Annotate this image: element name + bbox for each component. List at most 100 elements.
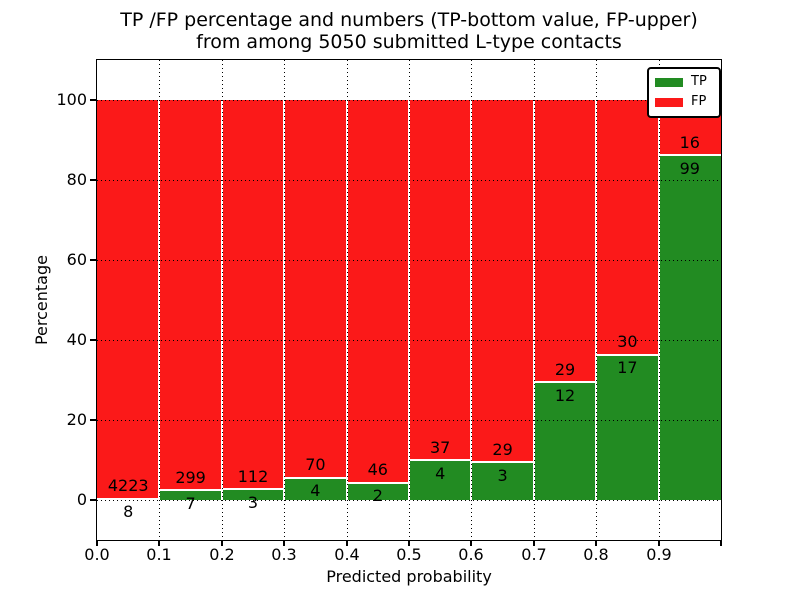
horizontal-gridline: [97, 420, 721, 421]
x-tick-mark: [283, 540, 285, 546]
y-tick-label: 100: [56, 90, 87, 109]
bar-tp-segment: [347, 483, 409, 500]
x-axis-label: Predicted probability: [326, 567, 492, 586]
fp-count-label: 30: [617, 332, 638, 352]
tp-count-label: 2: [372, 486, 383, 506]
bar-tp-segment: [534, 382, 596, 500]
bar-tp-segment: [471, 462, 534, 500]
bar-segment-edge: [659, 154, 721, 157]
y-tick-mark: [90, 99, 97, 101]
bar-segment-edge: [97, 497, 159, 500]
x-tick-label: 0.0: [84, 545, 110, 564]
fp-swatch-icon: [655, 97, 683, 107]
bar-segment-edge: [159, 489, 222, 492]
y-tick-mark: [90, 499, 97, 501]
bar-segment-edge: [284, 476, 347, 479]
bar-tp-segment: [284, 478, 347, 500]
bar-tp-segment: [659, 155, 721, 500]
bar-segment-edge: [222, 488, 284, 491]
fp-count-label: 299: [175, 467, 206, 487]
vertical-gridline: [471, 60, 472, 540]
x-tick-label: 0.7: [521, 545, 547, 564]
x-tick-label: 0.8: [583, 545, 609, 564]
tp-count-label: 4: [310, 481, 321, 501]
vertical-gridline: [409, 60, 410, 540]
y-tick-label: 40: [66, 330, 87, 349]
vertical-gridline: [659, 60, 660, 540]
x-tick-label: 0.3: [271, 545, 297, 564]
bar-fp-segment: [471, 100, 534, 463]
bar-fp-segment: [159, 100, 222, 491]
tp-count-label: 17: [617, 358, 638, 378]
fp-count-label: 29: [492, 439, 513, 459]
y-tick-mark: [90, 179, 97, 181]
horizontal-gridline: [97, 100, 721, 101]
tp-count-label: 7: [185, 493, 196, 513]
y-tick-mark: [90, 419, 97, 421]
tp-count-label: 3: [497, 465, 508, 485]
bar-tp-segment: [97, 499, 159, 501]
tp-count-label: 4: [435, 463, 446, 483]
legend-label-fp: FP: [691, 94, 707, 109]
bar-segment-edge: [596, 353, 659, 356]
vertical-gridline: [534, 60, 535, 540]
bar-fp-segment: [284, 100, 347, 479]
x-tick-mark: [533, 540, 535, 546]
legend-row-fp: FP: [655, 92, 719, 112]
x-tick-label: 0.9: [646, 545, 672, 564]
x-tick-mark: [720, 540, 722, 546]
bar-fp-segment: [409, 100, 471, 461]
x-tick-label: 0.6: [458, 545, 484, 564]
y-tick-mark: [90, 339, 97, 341]
bar-tp-segment: [409, 460, 471, 500]
bar-fp-segment: [97, 100, 159, 500]
horizontal-gridline: [97, 180, 721, 181]
x-tick-mark: [221, 540, 223, 546]
x-tick-mark: [595, 540, 597, 546]
y-tick-label: 80: [66, 170, 87, 189]
vertical-gridline: [347, 60, 348, 540]
chart-title-line-2: from among 5050 submitted L-type contact…: [196, 31, 622, 53]
bar-fp-segment: [222, 100, 284, 490]
tp-count-label: 3: [247, 492, 259, 512]
fp-count-label: 4223: [107, 476, 149, 496]
fp-count-label: 16: [679, 132, 700, 152]
x-tick-label: 0.1: [146, 545, 172, 564]
x-tick-mark: [346, 540, 348, 546]
y-tick-label: 20: [66, 410, 87, 429]
bar-segment-edge: [409, 459, 471, 462]
legend: TP FP: [647, 67, 721, 118]
x-tick-label: 0.4: [334, 545, 360, 564]
bar-segment-edge: [534, 381, 596, 384]
legend-row-tp: TP: [655, 72, 719, 92]
vertical-gridline: [222, 60, 223, 540]
bar-tp-segment: [159, 490, 222, 500]
y-tick-label: 60: [66, 250, 87, 269]
vertical-gridline: [284, 60, 285, 540]
tp-count-label: 99: [679, 158, 700, 178]
legend-label-tp: TP: [691, 74, 707, 89]
fp-count-label: 112: [237, 466, 269, 486]
x-tick-label: 0.5: [396, 545, 422, 564]
fp-count-label: 29: [554, 359, 576, 379]
tp-count-label: 12: [554, 385, 576, 405]
horizontal-gridline: [97, 500, 721, 501]
bar-tp-segment: [222, 489, 284, 500]
x-tick-mark: [658, 540, 660, 546]
vertical-gridline: [159, 60, 160, 540]
x-tick-label: 0.2: [209, 545, 235, 564]
y-tick-label: 0: [76, 490, 87, 509]
bar-fp-segment: [347, 100, 409, 484]
vertical-gridline: [596, 60, 597, 540]
x-tick-mark: [408, 540, 410, 546]
x-tick-mark: [470, 540, 472, 546]
bar-segment-edge: [347, 481, 409, 484]
tp-count-label: 8: [123, 502, 134, 522]
fp-count-label: 70: [305, 455, 326, 475]
bar-tp-segment: [596, 355, 659, 500]
bar-fp-segment: [534, 100, 596, 383]
fp-count-label: 37: [430, 437, 451, 457]
horizontal-gridline: [97, 340, 721, 341]
fp-count-label: 46: [367, 460, 388, 480]
